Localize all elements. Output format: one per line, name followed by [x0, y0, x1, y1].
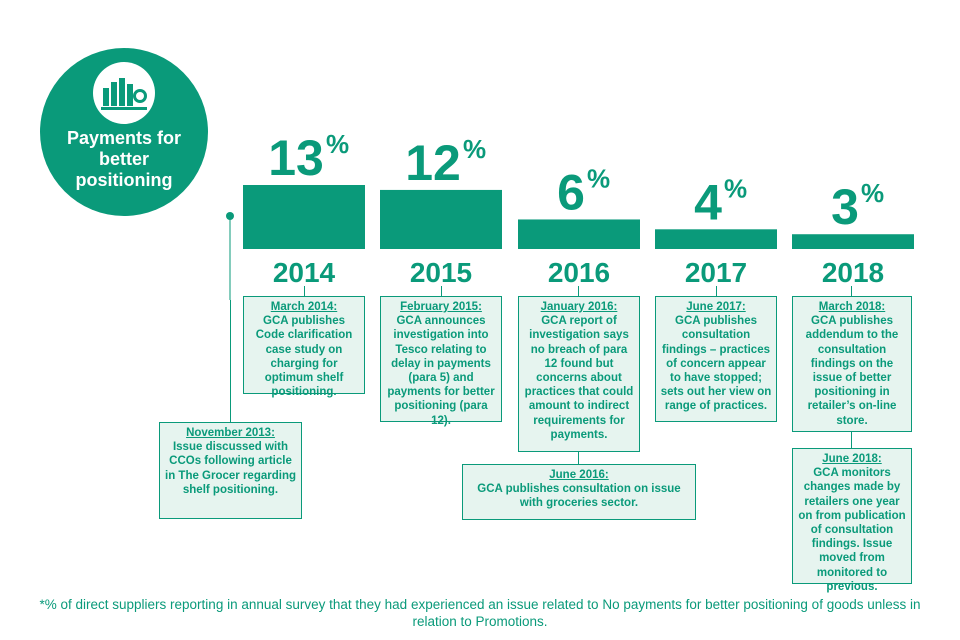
value-label-2018: 3 — [831, 179, 859, 235]
year-label-2014: 2014 — [273, 257, 336, 288]
connector-2016a — [578, 286, 579, 296]
event-date: March 2018: — [818, 301, 886, 313]
percent-sign-2016: % — [587, 163, 610, 193]
event-box-jan-2016: January 2016: GCA report of investigatio… — [518, 296, 640, 452]
badge-title: Payments for better positioning — [66, 128, 182, 190]
event-box-jun-2018: June 2018: GCA monitors changes made by … — [792, 448, 912, 593]
percent-sign-2017: % — [724, 173, 747, 203]
event-box-mar-2014: March 2014: GCA publishes Code clarifica… — [243, 296, 365, 398]
connector-2018a — [851, 286, 852, 296]
footnote: *% of direct suppliers reporting in annu… — [39, 597, 921, 629]
value-label-2017: 4 — [694, 174, 722, 230]
year-label-2016: 2016 — [548, 257, 610, 288]
bar-2016 — [518, 219, 640, 249]
connector-2016 — [578, 452, 579, 464]
value-label-2014: 13 — [268, 130, 324, 186]
event-date: November 2013: — [186, 427, 275, 439]
event-text: GCA report of investigation says no brea… — [524, 315, 634, 441]
connector-2013 — [230, 300, 231, 422]
bar-chart-coins-icon — [93, 62, 155, 124]
event-box-nov-2013: November 2013: Issue discussed with CCOs… — [159, 422, 302, 519]
event-date: March 2014: — [270, 301, 338, 313]
event-text: GCA publishes addendum to the consultati… — [805, 315, 899, 427]
event-text: GCA publishes Code clarification case st… — [255, 315, 353, 399]
bar-2018 — [792, 234, 914, 249]
timeline-dot — [226, 212, 234, 220]
year-label-2015: 2015 — [410, 257, 472, 288]
event-text: GCA publishes consultation findings – pr… — [660, 315, 772, 413]
event-date: February 2015: — [400, 301, 482, 313]
event-box-jun-2017: June 2017: GCA publishes consultation fi… — [655, 296, 777, 422]
bar-2015 — [380, 189, 502, 249]
event-box-mar-2018: March 2018: GCA publishes addendum to th… — [792, 296, 912, 432]
value-label-2016: 6 — [557, 164, 585, 220]
event-box-feb-2015: February 2015: GCA announces investigati… — [380, 296, 502, 427]
event-text: GCA monitors changes made by retailers o… — [798, 467, 906, 593]
percent-sign-2014: % — [326, 129, 349, 159]
event-date: January 2016: — [540, 301, 618, 313]
event-text: GCA publishes consultation on issue with… — [477, 483, 681, 510]
bar-chart: 13 % 2014 12 % 2015 6 % 2016 4 % 2017 3 % 2018 — [226, 129, 914, 300]
percent-sign-2015: % — [463, 134, 486, 164]
value-label-2015: 12 — [405, 135, 461, 191]
bar-2014 — [243, 185, 365, 249]
year-label-2017: 2017 — [685, 257, 747, 288]
event-date: June 2018: — [822, 453, 882, 465]
percent-sign-2018: % — [861, 178, 884, 208]
event-date: June 2016: — [549, 469, 609, 481]
year-label-2018: 2018 — [822, 257, 884, 288]
title-badge: Payments for better positioning — [40, 48, 208, 216]
event-text: GCA announces investigation into Tesco r… — [387, 315, 495, 427]
event-date: June 2017: — [686, 301, 746, 313]
event-text: Issue discussed with CCOs following arti… — [165, 441, 296, 496]
connector-2018 — [851, 432, 852, 448]
bar-2017 — [655, 229, 777, 249]
connector-2015 — [441, 286, 442, 296]
event-box-jun-2016: June 2016: GCA publishes consultation on… — [462, 464, 696, 520]
connector-2014 — [304, 286, 305, 296]
connector-2017 — [716, 286, 717, 296]
